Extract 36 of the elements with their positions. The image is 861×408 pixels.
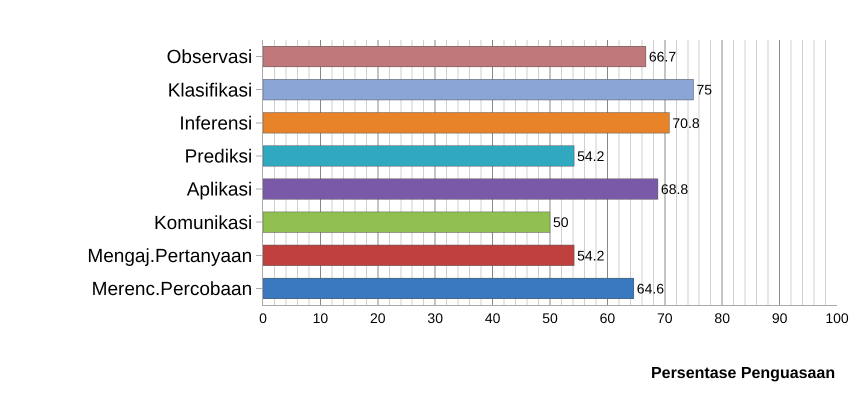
y-tick-label: Merenc.Percobaan bbox=[92, 279, 252, 300]
x-tick-label: 0 bbox=[259, 310, 268, 326]
data-label: 54.2 bbox=[577, 247, 605, 264]
y-tick-label: Observasi bbox=[166, 47, 252, 68]
bar bbox=[263, 145, 574, 166]
bar bbox=[263, 212, 550, 233]
x-tick-label: 50 bbox=[542, 310, 558, 326]
data-label: 50 bbox=[553, 214, 569, 230]
data-label: 75 bbox=[696, 82, 712, 98]
bar bbox=[263, 79, 694, 100]
x-tick-label: 60 bbox=[600, 310, 616, 326]
x-tick-label: 90 bbox=[772, 310, 788, 326]
x-tick-label: 100 bbox=[825, 310, 849, 326]
x-tick-label: 10 bbox=[312, 310, 328, 326]
bar bbox=[263, 112, 670, 134]
x-tick-label: 70 bbox=[657, 310, 673, 326]
data-label: 66.7 bbox=[648, 48, 676, 65]
x-axis-title: Persentase Penguasaan bbox=[651, 365, 836, 382]
bar bbox=[263, 46, 646, 68]
data-label: 70.8 bbox=[672, 114, 700, 131]
y-tick-label: Aplikasi bbox=[186, 180, 252, 201]
x-tick-label: 40 bbox=[484, 310, 501, 326]
y-tick-label: Prediksi bbox=[184, 146, 252, 168]
y-tick-label: Mengaj.Pertanyaan bbox=[87, 246, 252, 267]
data-label: 54.2 bbox=[577, 148, 605, 164]
data-label: 68.8 bbox=[660, 181, 688, 198]
y-tick-label: Komunikasi bbox=[154, 212, 252, 234]
y-tick-label: Klasifikasi bbox=[168, 80, 252, 102]
x-tick-label: 80 bbox=[714, 310, 730, 326]
x-tick-label: 30 bbox=[427, 310, 444, 326]
data-label: 64.6 bbox=[636, 280, 664, 296]
y-tick-label: Inferensi bbox=[179, 113, 252, 134]
bar bbox=[263, 278, 634, 299]
bar bbox=[263, 244, 574, 266]
x-tick-label: 20 bbox=[370, 310, 386, 326]
bar bbox=[263, 178, 658, 200]
